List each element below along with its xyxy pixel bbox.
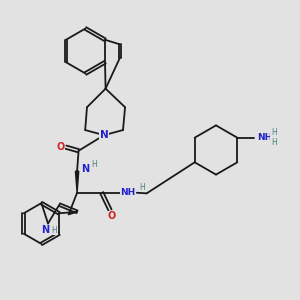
Text: O: O: [107, 211, 116, 221]
Text: N: N: [41, 225, 50, 235]
Text: NH: NH: [120, 188, 135, 196]
Text: O: O: [56, 142, 65, 152]
Text: H: H: [271, 138, 277, 147]
Text: H: H: [139, 183, 145, 192]
Text: H: H: [52, 226, 58, 235]
Text: N: N: [81, 164, 89, 174]
Text: N: N: [100, 130, 109, 140]
Text: H: H: [92, 160, 98, 169]
Text: NH: NH: [257, 133, 273, 142]
Polygon shape: [75, 171, 79, 193]
Text: H: H: [271, 128, 277, 137]
